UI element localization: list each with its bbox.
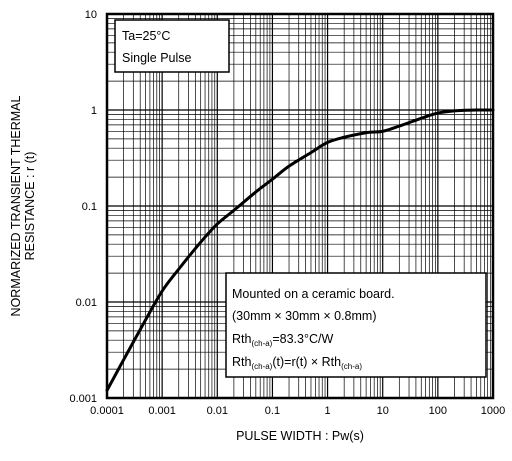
y-axis-title: NORMARIZED TRANSIENT THERMAL RESISTANCE …: [9, 96, 37, 317]
x-tick-label: 0.01: [207, 405, 228, 417]
y-axis-title-line2: RESISTANCE : r (t): [23, 152, 37, 261]
x-tick-label: 1: [325, 405, 331, 417]
rth-formula-line: Rth(ch-a)(t)=r(t) × Rth(ch-a): [232, 355, 362, 371]
formula-middle: (t)=r(t) × Rth: [272, 355, 341, 369]
conditions-box: Ta=25°C Single Pulse: [114, 19, 230, 73]
formula-left: Rth: [232, 355, 252, 369]
x-tick-label: 1000: [481, 405, 505, 417]
board-note-box: Mounted on a ceramic board. (30mm × 30mm…: [225, 272, 487, 378]
tick-labels: 0.0001 0.001 0.01 0.1 1 10 100 10000.0010.010.1…: [69, 9, 505, 417]
thermal-resistance-curve: [105, 108, 495, 392]
x-tick-label: 0.001: [148, 405, 176, 417]
y-tick-label: 0.001: [69, 393, 97, 405]
x-tick-label: 0.1: [265, 405, 280, 417]
y-tick-label: 10: [85, 9, 97, 21]
x-tick-label: 0.0001: [90, 405, 124, 417]
rth-subscript: (ch-a): [251, 339, 272, 348]
rth-value: =83.3°C/W: [272, 332, 333, 346]
x-tick-label: 100: [429, 405, 447, 417]
formula-right-subscript: (ch-a): [341, 362, 362, 371]
rth-value-line: Rth(ch-a)=83.3°C/W: [232, 332, 333, 348]
y-tick-label: 1: [91, 105, 97, 117]
plot-frame: [105, 12, 495, 400]
board-note-line1: Mounted on a ceramic board.: [232, 287, 395, 301]
y-tick-label: 0.01: [76, 297, 97, 309]
y-axis-title-line1: NORMARIZED TRANSIENT THERMAL: [9, 96, 23, 317]
x-tick-label: 10: [377, 405, 389, 417]
board-note-line2: (30mm × 30mm × 0.8mm): [232, 309, 376, 323]
y-tick-label: 0.1: [82, 201, 97, 213]
ambient-temperature-label: Ta=25°C: [122, 29, 170, 43]
curve-layer: [105, 108, 495, 392]
formula-left-subscript: (ch-a): [251, 362, 272, 371]
rth-label: Rth: [232, 332, 252, 346]
single-pulse-label: Single Pulse: [122, 51, 192, 65]
x-axis-title: PULSE WIDTH : Pw(s): [236, 429, 364, 443]
